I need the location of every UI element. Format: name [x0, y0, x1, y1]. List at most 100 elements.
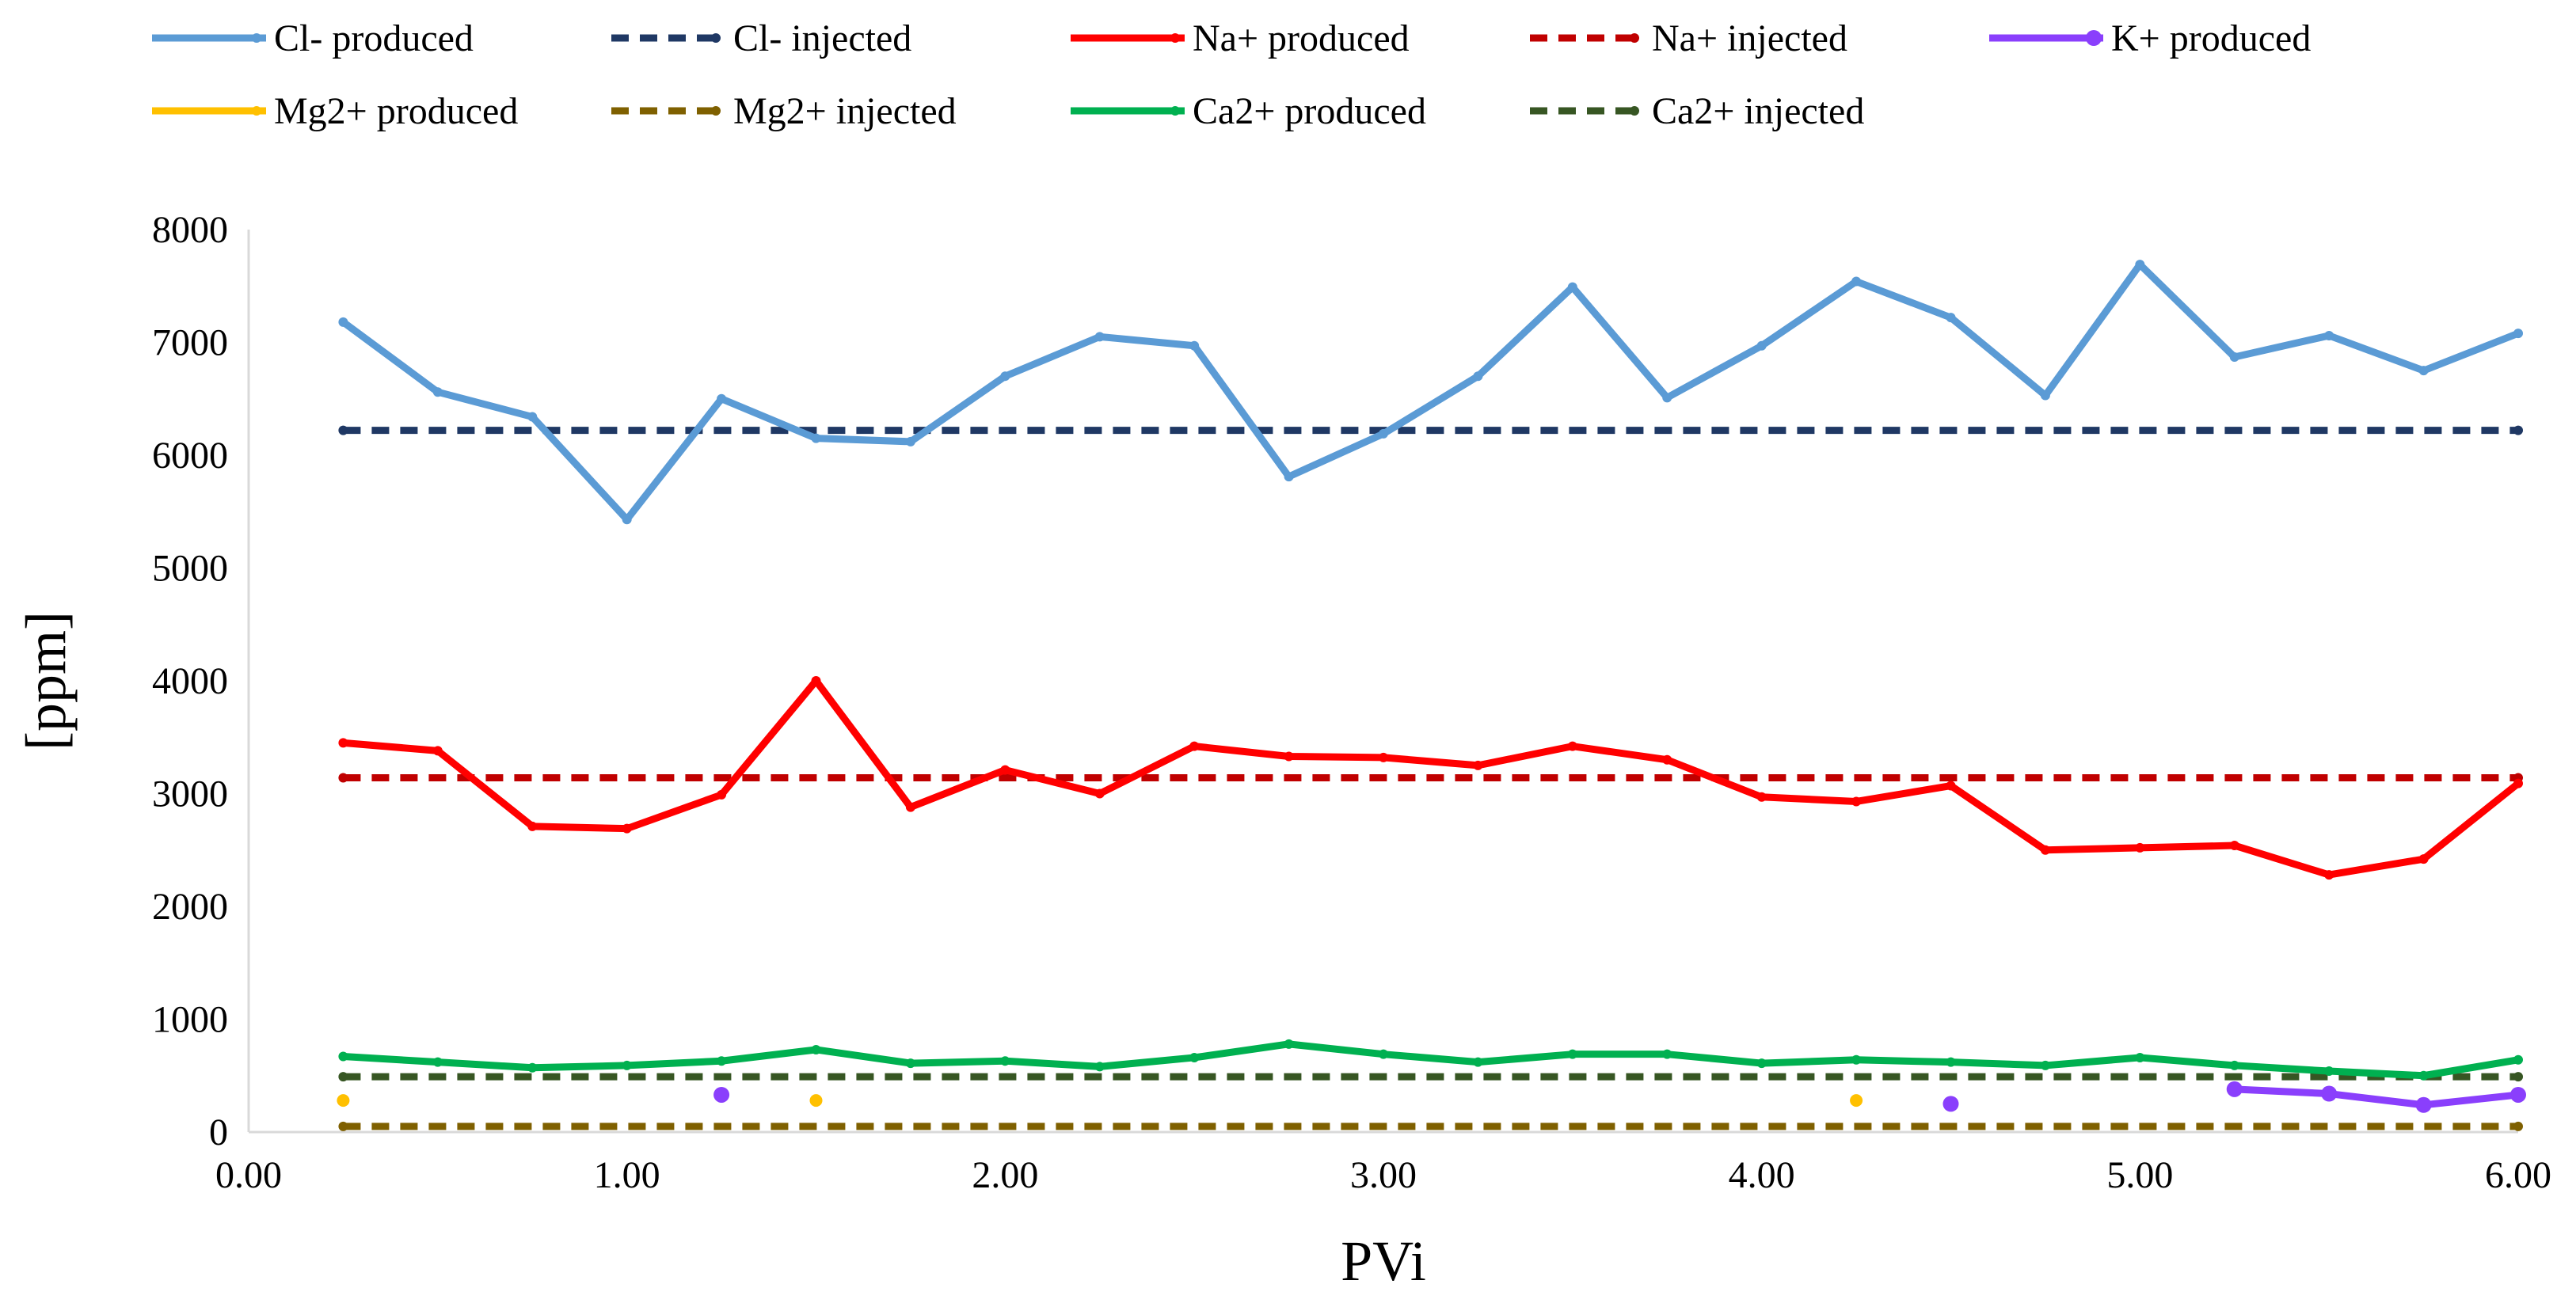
legend-marker: [2086, 30, 2102, 46]
mg2plus-produced-point: [809, 1094, 823, 1108]
plot-area: 0 1000 2000 3000 4000 5000 6000 7000 8000 0.00 1.…: [152, 209, 2551, 1196]
series-ca2plus-produced: [338, 1039, 2523, 1081]
ca2plus-produced-line: [339, 1040, 2522, 1080]
legend-marker: [1170, 106, 1180, 116]
kplus-produced-point: [2226, 1081, 2243, 1097]
legend-marker: [711, 106, 721, 116]
x-tick-label: 1.00: [594, 1154, 660, 1196]
cl-produced-point: [622, 515, 632, 525]
legend-label: Cl- injected: [733, 17, 911, 59]
legend: Cl- produced Cl- injected Na+ produced Na+ …: [152, 17, 2311, 132]
naplus-produced-point: [2418, 854, 2429, 864]
legend-item-kplus-produced: K+ produced: [1989, 17, 2311, 59]
ca2plus-produced-point: [1662, 1049, 1672, 1059]
x-tick-label: 2.00: [972, 1154, 1038, 1196]
y-tick-label: 5000: [152, 548, 228, 590]
cl-produced-point: [1094, 332, 1105, 342]
y-tick-label: 6000: [152, 435, 228, 477]
mg2plus-injected-point: [338, 1121, 348, 1131]
series-naplus-injected: [338, 773, 2523, 783]
legend-label: Na+ injected: [1652, 17, 1847, 59]
legend-label: K+ produced: [2111, 17, 2311, 59]
series-kplus-produced: [713, 1081, 2526, 1113]
ca2plus-produced-point: [1094, 1062, 1105, 1072]
naplus-produced-point: [905, 802, 915, 812]
series-cl-injected: [338, 425, 2523, 435]
legend-label: Mg2+ injected: [733, 90, 957, 132]
x-axis-title: PVi: [1341, 1229, 1426, 1293]
cl-produced-point: [2513, 329, 2523, 339]
cl-produced-point: [2229, 352, 2239, 363]
naplus-produced-point: [1946, 781, 1956, 791]
x-tick-label: 6.00: [2485, 1154, 2551, 1196]
cl-produced-point: [2418, 366, 2429, 376]
naplus-produced-point: [717, 789, 727, 800]
naplus-produced-point: [1567, 741, 1577, 751]
series-mg2plus-injected: [338, 1121, 2523, 1131]
y-tick-label: 7000: [152, 322, 228, 364]
ca2plus-produced-point: [622, 1060, 632, 1070]
ca2plus-produced-point: [527, 1062, 538, 1073]
naplus-produced-point: [2229, 841, 2239, 851]
ca2plus-produced-point: [1473, 1057, 1483, 1067]
cl-produced-point: [1851, 276, 1862, 287]
mg2plus-injected-point: [2513, 1121, 2523, 1131]
kplus-produced-point: [2321, 1085, 2338, 1102]
legend-item-mg2plus-produced: Mg2+ produced: [152, 90, 518, 132]
cl-produced-point: [811, 433, 821, 443]
y-tick-label: 3000: [152, 773, 228, 815]
naplus-produced-point: [1379, 752, 1388, 762]
naplus-produced-point: [622, 823, 632, 834]
legend-marker: [1630, 33, 1639, 43]
x-tick-label: 4.00: [1729, 1154, 1795, 1196]
legend-item-naplus-produced: Na+ produced: [1071, 17, 1410, 59]
ca2plus-produced-point: [2229, 1060, 2239, 1070]
ca2plus-produced-point: [2513, 1054, 2523, 1065]
cl-produced-point: [2135, 260, 2145, 270]
x-tick-label: 5.00: [2106, 1154, 2173, 1196]
series-cl-produced: [338, 260, 2523, 525]
legend-label: Ca2+ produced: [1193, 90, 1426, 132]
cl-produced-point: [2040, 390, 2050, 401]
cl-produced-point: [905, 436, 915, 446]
x-tick-label: 3.00: [1350, 1154, 1417, 1196]
cl-produced-point: [1000, 371, 1010, 382]
naplus-produced-point: [1000, 765, 1010, 775]
legend-marker: [711, 33, 721, 43]
ca2plus-produced-point: [1946, 1057, 1956, 1067]
series-naplus-produced: [338, 676, 2523, 880]
cl-injected-point: [338, 425, 348, 435]
cl-produced-point: [2324, 330, 2334, 340]
y-tick-label: 2000: [152, 886, 228, 928]
legend-item-mg2plus-injected: Mg2+ injected: [611, 90, 957, 132]
legend-item-naplus-injected: Na+ injected: [1530, 17, 1847, 59]
naplus-produced-point: [1189, 741, 1200, 751]
cl-produced-point: [338, 317, 348, 327]
naplus-produced-point: [432, 746, 443, 756]
legend-item-cl-produced: Cl- produced: [152, 17, 474, 59]
ca2plus-produced-point: [1851, 1054, 1862, 1065]
y-tick-label: 4000: [152, 660, 228, 702]
cl-produced-point: [1284, 472, 1294, 482]
legend-marker: [1630, 106, 1639, 116]
ca2plus-produced-point: [432, 1057, 443, 1067]
ca2plus-produced-point: [1284, 1039, 1294, 1049]
legend-marker: [1170, 33, 1180, 43]
x-tick-label: 0.00: [215, 1154, 282, 1196]
x-tick-labels: 0.00 1.00 2.00 3.00 4.00 5.00 6.00: [215, 1154, 2551, 1196]
y-axis-title: [ppm]: [14, 611, 78, 750]
kplus-produced-point: [2510, 1086, 2526, 1103]
naplus-produced-point: [527, 821, 538, 831]
cl-injected-point: [2513, 425, 2523, 435]
ca2plus-produced-point: [905, 1058, 915, 1069]
naplus-produced-point: [1756, 792, 1767, 802]
kplus-produced-line: [2231, 1085, 2522, 1109]
ca2plus-produced-point: [2418, 1070, 2429, 1081]
legend-label: Na+ produced: [1193, 17, 1410, 59]
legend-item-ca2plus-injected: Ca2+ injected: [1530, 90, 1864, 132]
naplus-produced-point: [1094, 788, 1105, 799]
naplus-produced-point: [338, 738, 348, 748]
ca2plus-injected-point: [2513, 1072, 2523, 1082]
series-layer: [337, 260, 2526, 1131]
